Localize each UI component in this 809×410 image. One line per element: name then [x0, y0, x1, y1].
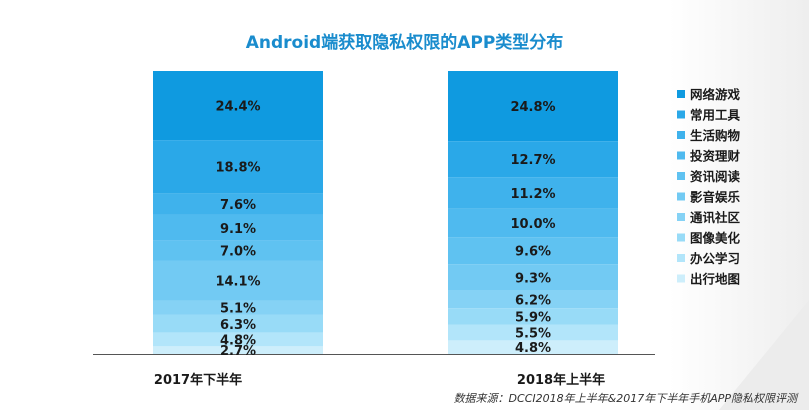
data-label-1-6: 14.1%	[215, 274, 260, 289]
bar-segment-1-10	[153, 346, 323, 354]
chart-title: Android端获取隐私权限的APP类型分布	[245, 33, 564, 53]
legend-label-2: 常用工具	[690, 108, 741, 123]
legend-swatch-5	[677, 172, 685, 180]
data-label-1-10: 2.7%	[220, 344, 256, 359]
bar-segment-1-6	[153, 260, 323, 301]
data-label-1-2: 18.8%	[215, 161, 260, 176]
legend-swatch-7	[677, 213, 685, 221]
legend-swatch-10	[677, 274, 685, 283]
data-label-1-1: 24.4%	[215, 100, 260, 115]
data-label-2-3: 11.2%	[510, 187, 555, 202]
data-label-1-9: 4.8%	[220, 334, 256, 349]
legend-swatch-9	[677, 254, 685, 262]
data-label-1-8: 6.3%	[220, 318, 256, 333]
data-label-2-9: 5.5%	[515, 327, 551, 342]
data-label-2-5: 9.6%	[515, 245, 551, 260]
bar-segment-1-7	[153, 300, 323, 315]
bar-segment-1-8	[153, 314, 323, 333]
bar-segment-1-1	[153, 71, 323, 141]
data-label-1-3: 7.6%	[220, 198, 256, 213]
data-label-1-4: 9.1%	[220, 222, 256, 237]
bar-segment-1-9	[153, 332, 323, 347]
bar-segment-2-1	[448, 71, 618, 142]
data-label-2-8: 5.9%	[515, 311, 551, 326]
bar-segment-2-10	[448, 340, 618, 354]
bar-segment-1-2	[153, 140, 323, 194]
legend-swatch-6	[677, 192, 685, 201]
bar-segment-1-3	[153, 193, 323, 215]
data-label-2-2: 12.7%	[510, 153, 555, 168]
legend-label-8: 图像美化	[690, 231, 741, 246]
data-label-2-1: 24.8%	[510, 100, 555, 115]
legend-label-4: 投资理财	[690, 149, 741, 164]
legend-label-6: 影音娱乐	[690, 190, 741, 205]
legend-swatch-1	[677, 90, 685, 98]
legend-label-9: 办公学习	[690, 251, 740, 266]
background-corner	[719, 300, 809, 410]
category-label-1: 2017年下半年	[154, 372, 242, 388]
legend-swatch-4	[677, 151, 685, 160]
legend-label-3: 生活购物	[690, 128, 741, 143]
legend-swatch-2	[677, 110, 685, 119]
data-label-2-7: 6.2%	[515, 293, 551, 308]
bar-segment-2-7	[448, 290, 618, 309]
bar-segment-2-9	[448, 324, 618, 341]
source-note: 数据来源：DCCI2018年上半年&2017年下半年手机APP隐私权限评测	[453, 392, 797, 405]
bar-segment-2-3	[448, 177, 618, 209]
data-label-2-6: 9.3%	[515, 271, 551, 286]
bar-segment-2-4	[448, 208, 618, 238]
legend-label-1: 网络游戏	[690, 87, 741, 102]
bar-segment-2-8	[448, 308, 618, 325]
legend-label-7: 通讯社区	[690, 210, 741, 225]
data-label-1-5: 7.0%	[220, 245, 256, 260]
data-label-2-10: 4.8%	[515, 341, 551, 356]
bar-segment-2-6	[448, 264, 618, 291]
bar-segment-2-2	[448, 141, 618, 178]
legend-label-5: 资讯阅读	[690, 169, 741, 184]
bar-segment-2-5	[448, 237, 618, 265]
bar-segment-1-5	[153, 240, 323, 261]
legend-swatch-3	[677, 131, 685, 139]
legend-label-10: 出行地图	[690, 272, 740, 287]
bar-segment-1-4	[153, 214, 323, 241]
data-label-1-7: 5.1%	[220, 302, 256, 317]
legend-swatch-8	[677, 233, 685, 242]
category-label-2: 2018年上半年	[517, 372, 605, 388]
data-label-2-4: 10.0%	[510, 217, 555, 232]
